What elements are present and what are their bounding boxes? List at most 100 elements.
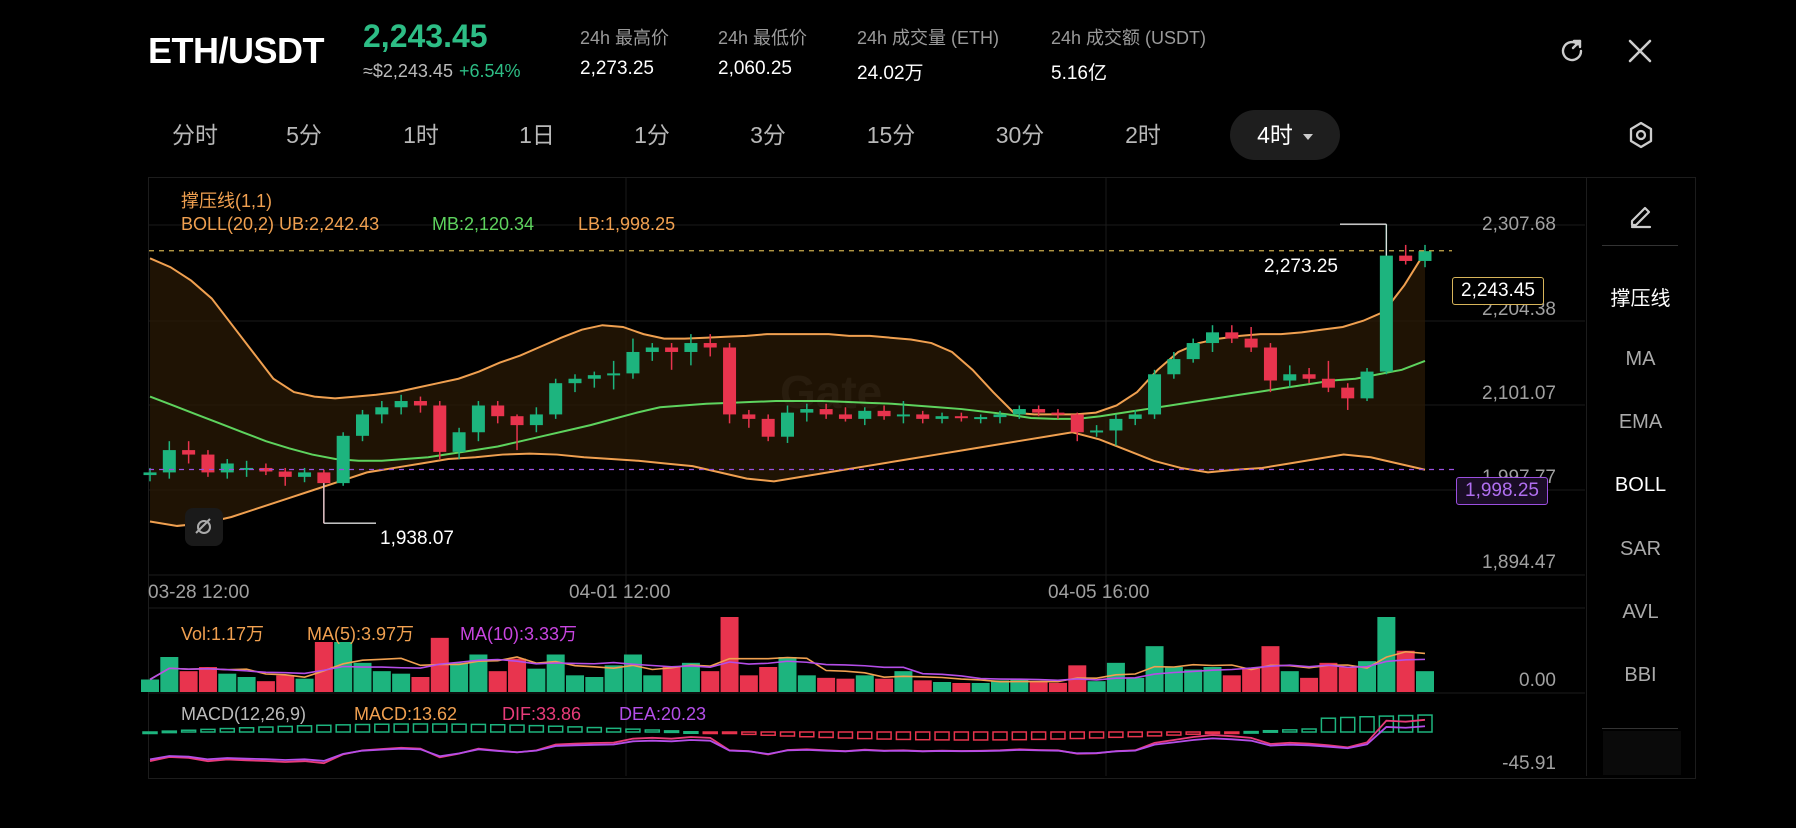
volume-bar bbox=[1010, 679, 1029, 692]
candle-body bbox=[1283, 374, 1297, 381]
macd-value-label: MACD:13.62 bbox=[354, 704, 458, 724]
macd-bar bbox=[818, 731, 834, 739]
sidebar-item-avl[interactable]: AVL bbox=[1622, 601, 1659, 623]
volume-bar bbox=[662, 667, 681, 692]
candle-body bbox=[974, 417, 988, 420]
macd-bar bbox=[605, 727, 622, 733]
vol-ma10-line bbox=[149, 658, 1426, 682]
volume-bar bbox=[508, 658, 527, 692]
support-indicator-label: 撑压线(1,1) bbox=[181, 191, 273, 211]
sidebar-item-support[interactable]: 撑压线 bbox=[1610, 288, 1671, 310]
volume-bar bbox=[353, 662, 372, 692]
close-icon[interactable] bbox=[1620, 31, 1660, 71]
macd-bar bbox=[741, 731, 757, 736]
macd-y-tick: -45.91 bbox=[1502, 753, 1556, 774]
stat-label: 24h 最低价 bbox=[718, 28, 808, 48]
sidebar-item-sar[interactable]: SAR bbox=[1619, 538, 1662, 560]
sidebar-empty-slot bbox=[1603, 731, 1681, 775]
candle-body bbox=[356, 414, 369, 436]
tab-15m[interactable]: 15分 bbox=[866, 122, 916, 148]
x-tick: 03-28 12:00 bbox=[148, 582, 250, 603]
candle-body bbox=[993, 414, 1007, 418]
dea-line bbox=[149, 725, 1426, 762]
macd-bar bbox=[953, 731, 970, 741]
macd-bar bbox=[219, 727, 236, 733]
macd-bar bbox=[1050, 731, 1066, 740]
sidebar-item-ma[interactable]: MA bbox=[1625, 348, 1656, 370]
candle-body bbox=[587, 375, 601, 379]
refresh-icon[interactable] bbox=[1552, 31, 1592, 71]
tab-4h-label: 4时 bbox=[1257, 122, 1293, 148]
candle-body bbox=[858, 410, 872, 419]
sidebar-item-ema[interactable]: EMA bbox=[1618, 411, 1663, 433]
candle-body bbox=[413, 401, 427, 406]
candle-body bbox=[1418, 251, 1432, 261]
stat-value: 5.16亿 bbox=[1051, 63, 1107, 84]
tab-30m[interactable]: 30分 bbox=[995, 122, 1045, 148]
boll-fill bbox=[150, 252, 1425, 526]
volume-bar bbox=[1222, 675, 1241, 692]
sidebar-item-bbi[interactable]: BBI bbox=[1624, 664, 1657, 686]
macd-bar bbox=[335, 724, 351, 733]
vol-ma5-line bbox=[149, 650, 1426, 683]
macd-bar bbox=[180, 729, 197, 733]
tab-5m[interactable]: 5分 bbox=[286, 122, 322, 148]
tab-1d[interactable]: 1日 bbox=[519, 122, 555, 148]
sidebar-item-boll[interactable]: BOLL bbox=[1614, 474, 1667, 496]
volume-bar bbox=[681, 662, 700, 692]
dif-line bbox=[149, 718, 1426, 765]
draw-pen-icon[interactable] bbox=[1587, 194, 1694, 234]
candle-body bbox=[317, 472, 331, 484]
macd-bar bbox=[374, 723, 390, 733]
candle-body bbox=[1225, 332, 1239, 339]
candle-body bbox=[761, 418, 775, 437]
candle-body bbox=[703, 343, 717, 348]
low-marker-label: 1,938.07 bbox=[380, 528, 454, 549]
volume-bar bbox=[971, 683, 990, 692]
macd-bar bbox=[992, 731, 1008, 741]
tab-4h[interactable]: 4时 bbox=[1230, 110, 1340, 160]
candle-body bbox=[1263, 347, 1277, 381]
volume-bar bbox=[894, 671, 913, 692]
macd-bars bbox=[142, 714, 1433, 765]
macd-bar bbox=[683, 731, 699, 735]
volume-bar bbox=[392, 673, 411, 692]
y-tick: 2,101.07 bbox=[1482, 383, 1556, 404]
macd-bar bbox=[277, 725, 293, 733]
settings-icon[interactable] bbox=[1621, 115, 1661, 155]
macd-bar bbox=[509, 724, 525, 733]
boll-ub-label: BOLL(20,2) UB:2,242.43 bbox=[181, 214, 380, 234]
candle-body bbox=[607, 373, 621, 376]
volume-bar bbox=[469, 654, 488, 692]
volume-bars bbox=[141, 617, 1434, 692]
tab-1m[interactable]: 1分 bbox=[634, 122, 670, 148]
interval-tabs: 分时 5分 1时 1日 1分 3分 15分 30分 2时 4时 bbox=[140, 110, 1440, 162]
volume-bar bbox=[778, 657, 797, 692]
tab-2h[interactable]: 2时 bbox=[1125, 122, 1161, 148]
candle-body bbox=[1399, 255, 1413, 261]
volume-bar bbox=[1145, 646, 1164, 692]
macd-bar bbox=[412, 723, 429, 733]
volume-bar bbox=[1203, 667, 1222, 692]
macd-bar bbox=[934, 731, 950, 741]
macd-bar bbox=[1088, 731, 1105, 739]
crosshair-tool-icon[interactable] bbox=[185, 508, 223, 546]
candle-body bbox=[529, 414, 543, 426]
macd-bar bbox=[393, 723, 409, 733]
macd-bar bbox=[1282, 729, 1298, 733]
macd-title: MACD(12,26,9) bbox=[181, 704, 307, 724]
macd-bar bbox=[1108, 731, 1124, 739]
volume-bar bbox=[1184, 669, 1203, 692]
candle-body bbox=[916, 414, 930, 419]
support-price-tag: 1,998.25 bbox=[1456, 477, 1548, 505]
tab-3m[interactable]: 3分 bbox=[750, 122, 786, 148]
macd-bar bbox=[644, 729, 661, 733]
volume-bar bbox=[1242, 668, 1261, 692]
tab-time-share[interactable]: 分时 bbox=[172, 122, 218, 148]
volume-bar bbox=[739, 675, 758, 692]
macd-bar bbox=[1359, 715, 1375, 733]
tab-1h[interactable]: 1时 bbox=[403, 122, 439, 148]
candle-body bbox=[549, 383, 563, 415]
candle-body bbox=[452, 432, 466, 452]
